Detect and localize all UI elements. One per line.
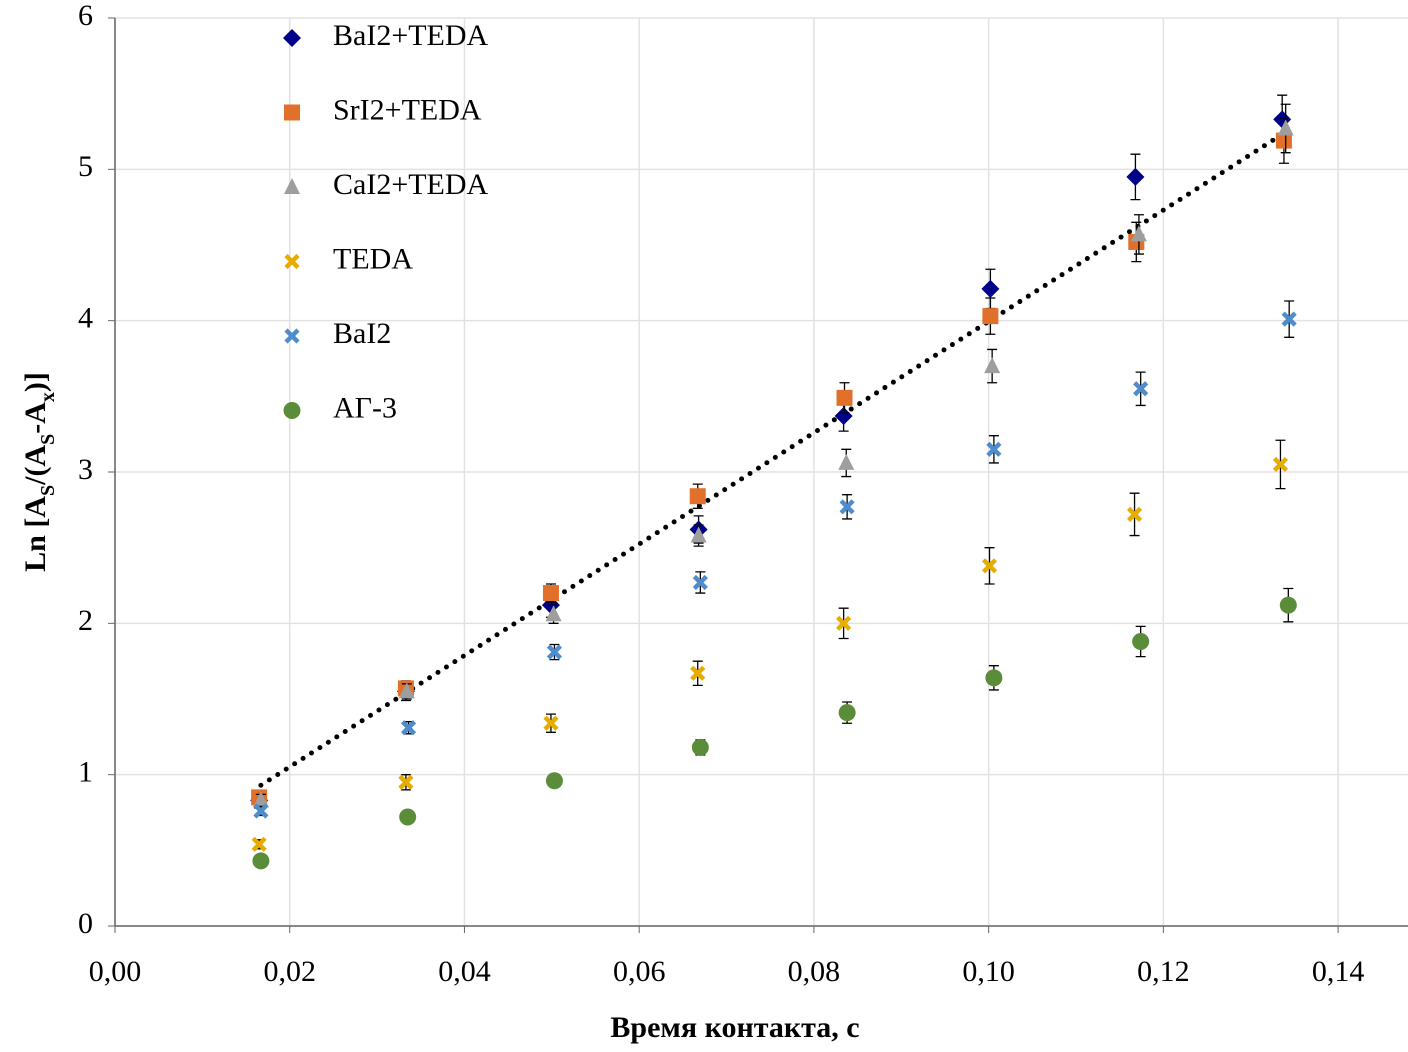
x-tick-label: 0,12 [1137, 955, 1190, 988]
y-tick-label: 5 [78, 150, 93, 183]
y-tick-label: 3 [78, 453, 93, 486]
marker [543, 715, 559, 731]
marker [985, 669, 1003, 687]
y-axis-title-part: -A [19, 402, 52, 434]
trendline [258, 133, 1283, 788]
marker [986, 441, 1002, 457]
legend-marker [283, 29, 301, 47]
marker [834, 407, 853, 426]
marker [398, 774, 414, 790]
marker [836, 615, 852, 631]
y-axis-title-part: )] [19, 372, 52, 392]
marker [251, 836, 267, 852]
y-axis-title-part: S [37, 434, 59, 445]
marker [981, 279, 1000, 298]
marker [839, 499, 855, 515]
marker [546, 644, 563, 660]
marker [253, 803, 269, 819]
marker [692, 574, 708, 591]
x-axis-title: Время контакта, с [610, 1011, 859, 1044]
marker [1132, 632, 1150, 650]
y-tick-label: 1 [78, 756, 93, 789]
legend-marker [284, 253, 300, 270]
x-tick-label: 0,08 [788, 955, 841, 988]
marker [982, 308, 999, 325]
marker [252, 852, 270, 870]
marker [252, 791, 269, 808]
marker [691, 738, 709, 756]
marker [1275, 132, 1292, 149]
y-tick-label: 0 [78, 907, 93, 940]
x-tick-label: 0,14 [1312, 955, 1365, 988]
x-tick-label: 0,04 [438, 955, 491, 988]
legend-marker [283, 402, 301, 419]
marker [545, 772, 563, 790]
legend-label: TEDA [333, 242, 413, 275]
y-axis-title: Ln [AS/(AS-Ax)] [19, 372, 59, 572]
x-tick-label: 0,06 [613, 955, 666, 988]
y-tick-label: 4 [78, 302, 93, 335]
legend-label: BaI2+TEDA [333, 19, 489, 52]
marker [398, 682, 415, 699]
legend-marker [284, 178, 300, 194]
marker [1272, 456, 1289, 473]
x-tick-label: 0,10 [962, 955, 1015, 988]
legend-label: АГ-3 [333, 391, 397, 424]
marker [1281, 311, 1297, 327]
legend-label: CaI2+TEDA [333, 168, 489, 201]
marker [1126, 167, 1145, 186]
marker [542, 585, 559, 602]
marker [838, 453, 855, 470]
marker [838, 704, 856, 722]
marker [1130, 225, 1147, 242]
x-tick-label: 0,00 [89, 955, 142, 988]
marker [1133, 381, 1149, 397]
y-axis-title-part: Ln [A [19, 496, 52, 572]
marker [1279, 596, 1297, 614]
legend-marker [284, 328, 300, 344]
marker [690, 526, 707, 543]
marker [689, 488, 706, 505]
grid [114, 17, 1408, 927]
marker [1126, 506, 1143, 522]
marker [1277, 119, 1294, 136]
y-tick-label: 6 [78, 0, 93, 32]
legend-marker [284, 104, 300, 121]
marker [836, 389, 853, 406]
legend-label: BaI2 [333, 317, 391, 350]
marker [984, 357, 1001, 374]
marker [400, 720, 417, 736]
x-tick-label: 0,02 [263, 955, 316, 988]
marker [690, 665, 706, 681]
y-axis-title-part: x [37, 392, 59, 402]
y-axis-title-part: S [37, 485, 59, 496]
marker [981, 558, 998, 574]
y-axis-title-part: /(A [19, 445, 52, 486]
legend-label: SrI2+TEDA [333, 93, 482, 126]
marker [399, 808, 417, 826]
marker [545, 605, 562, 622]
y-tick-label: 2 [78, 604, 93, 637]
